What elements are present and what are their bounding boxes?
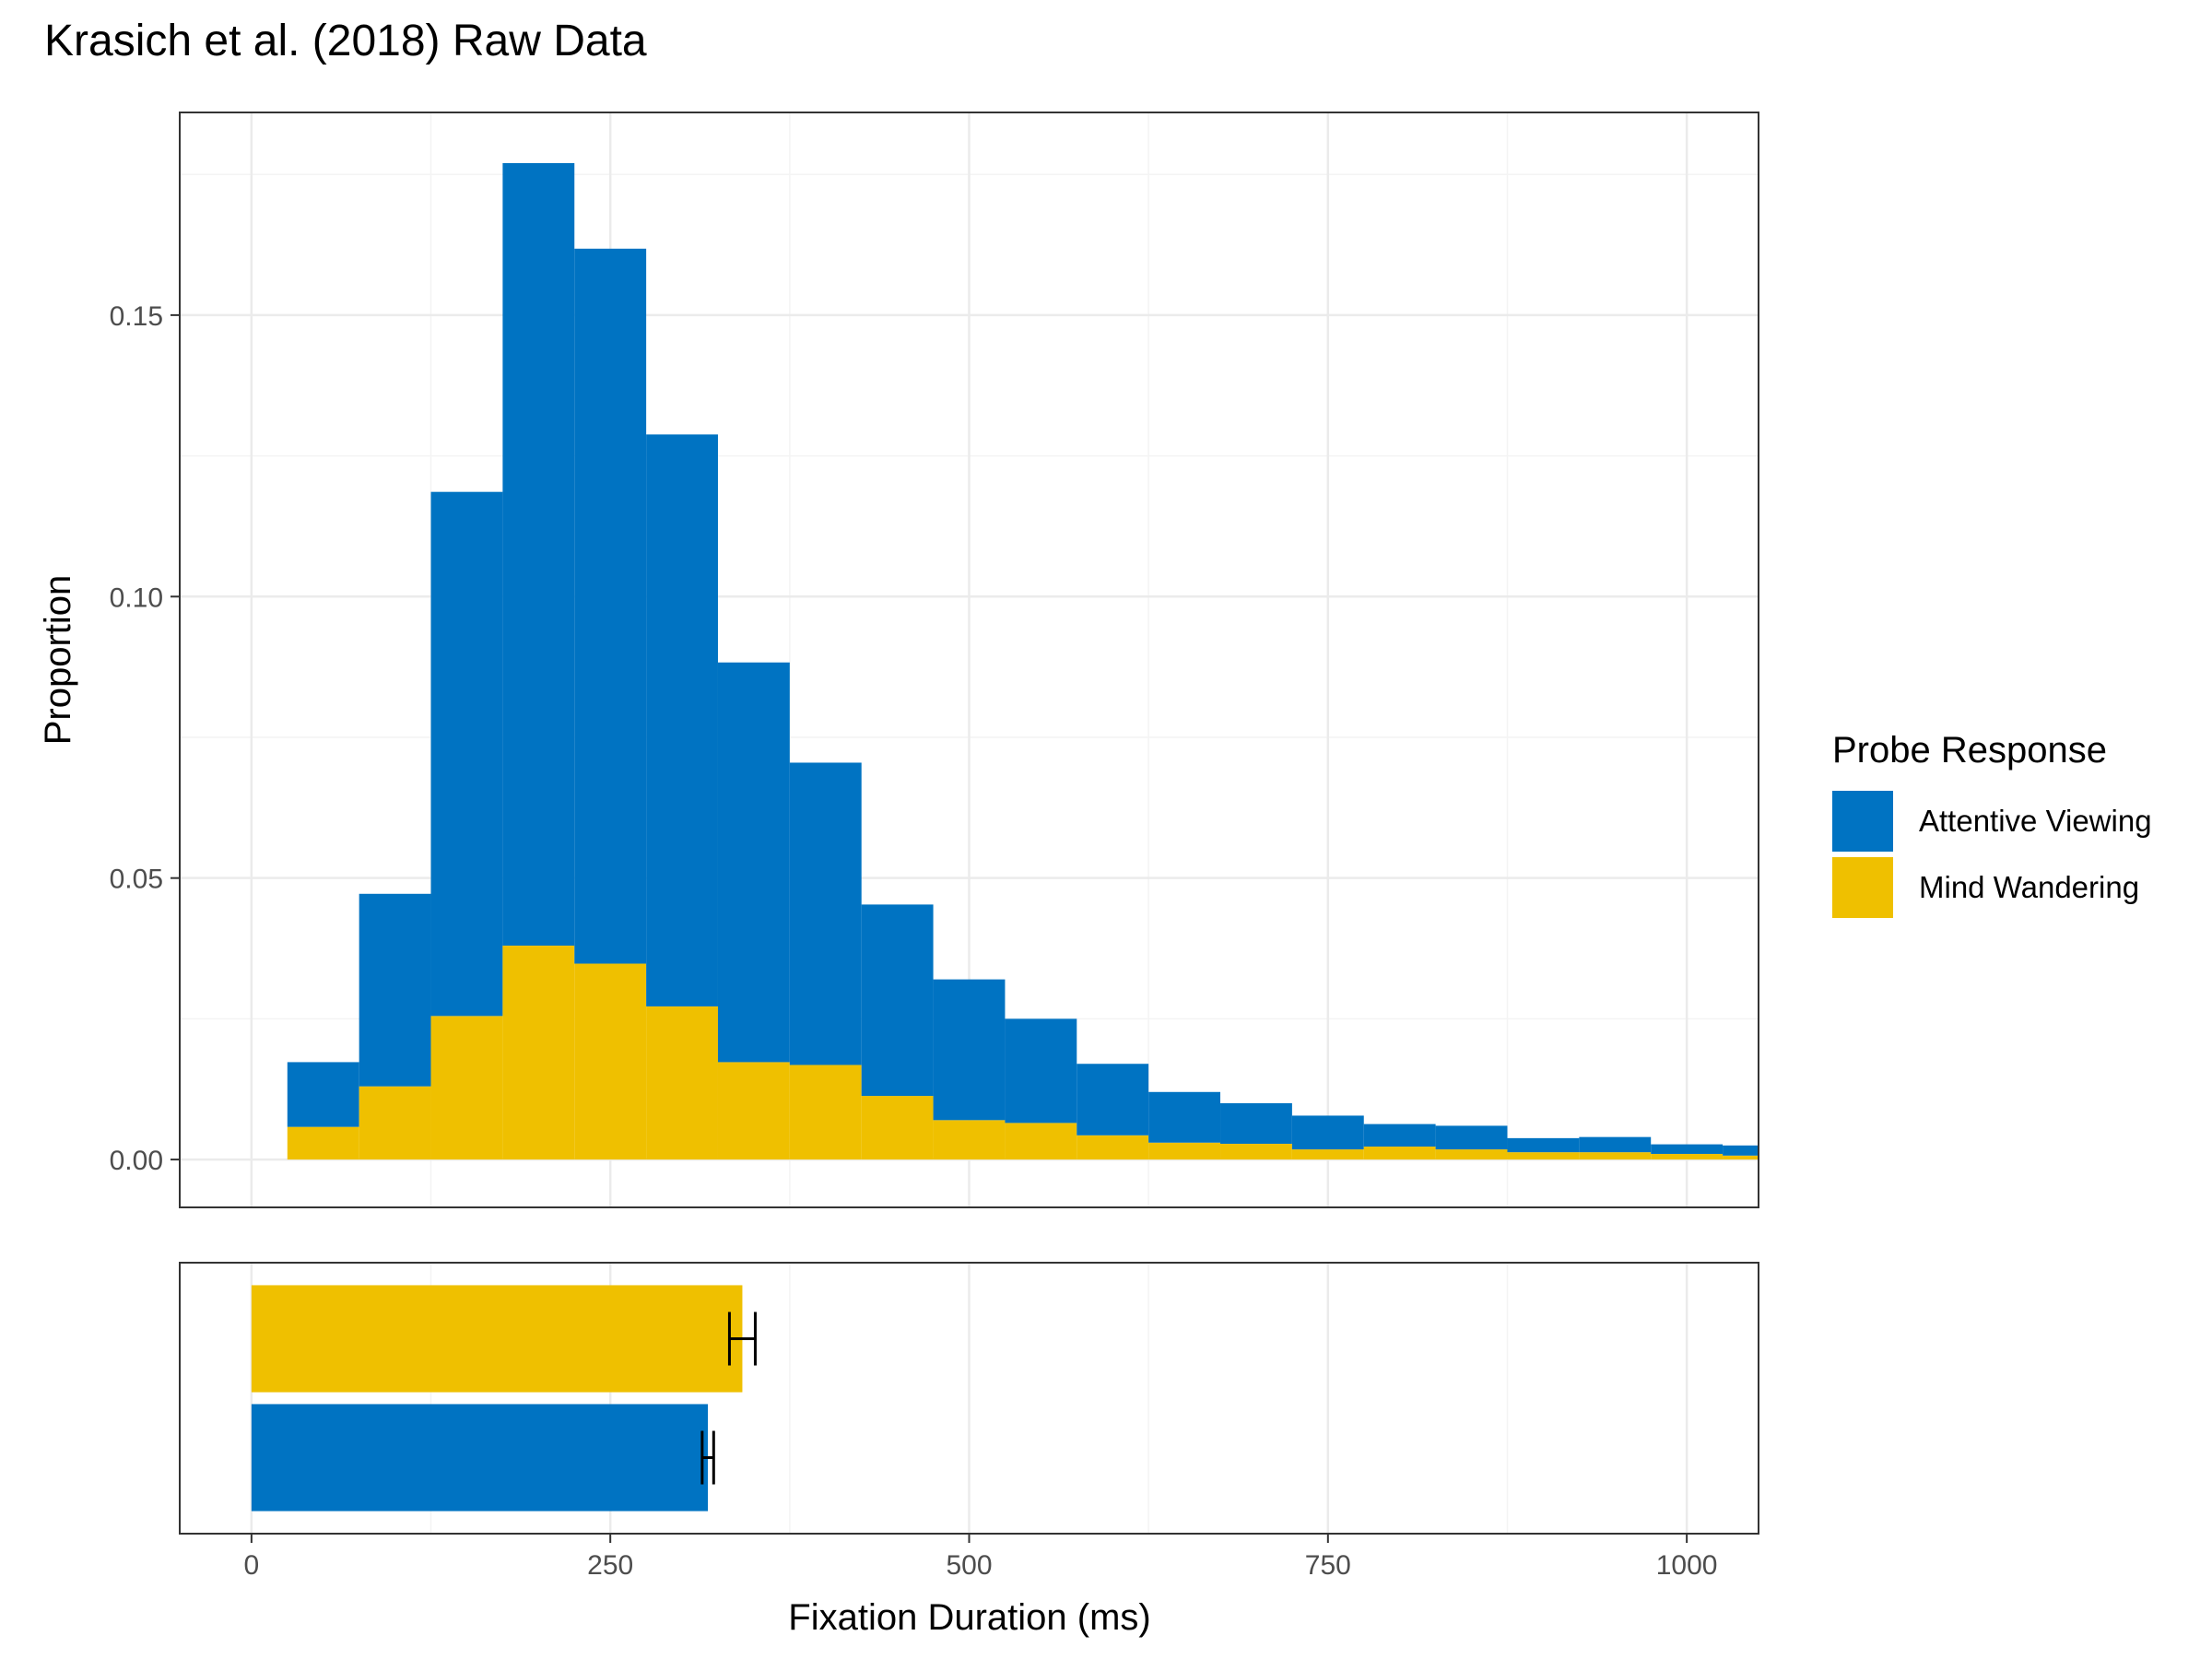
bar-attentive-viewing — [430, 491, 503, 1017]
y-tick-label: 0.10 — [110, 582, 163, 613]
legend-title: Probe Response — [1832, 730, 2107, 771]
legend-swatch-attentive-viewing — [1832, 791, 1893, 852]
bar-attentive-viewing — [1507, 1137, 1580, 1153]
legend-swatch-mind-wandering — [1832, 857, 1893, 918]
bar-attentive-viewing — [789, 762, 862, 1065]
bar-mind-wandering — [502, 945, 575, 1160]
bar-attentive-viewing — [861, 904, 934, 1097]
bar-mind-wandering — [359, 1086, 431, 1160]
bar-mind-wandering — [1507, 1152, 1580, 1160]
bar-mind-wandering — [430, 1016, 503, 1160]
bar-mind-wandering — [1579, 1152, 1652, 1160]
bar-mind-wandering — [789, 1065, 862, 1160]
y-tick-label: 0.05 — [110, 865, 163, 895]
bar-attentive-viewing — [1651, 1144, 1724, 1154]
histogram-panel — [179, 112, 1759, 1208]
x-tick-label: 0 — [244, 1550, 260, 1581]
bar-mind-wandering — [574, 963, 647, 1160]
y-axis: 0.00 0.05 0.10 0.15 — [110, 301, 180, 1176]
bar-attentive-viewing — [1220, 1103, 1292, 1144]
bar-attentive-viewing — [287, 1062, 359, 1127]
bar-mind-wandering — [933, 1120, 1006, 1160]
bar-attentive-viewing — [933, 979, 1006, 1121]
y-axis-title: Proportion — [38, 575, 78, 746]
error-bar — [700, 1430, 715, 1485]
histogram-bars — [287, 162, 1759, 1160]
bar-mind-wandering — [1435, 1149, 1508, 1160]
bar-mind-wandering — [861, 1096, 934, 1160]
bar-mind-wandering — [1220, 1143, 1292, 1160]
x-tick-label: 750 — [1305, 1550, 1351, 1581]
bar-attentive-viewing — [1148, 1091, 1221, 1143]
bar-attentive-viewing — [359, 893, 431, 1087]
x-axis-title: Fixation Duration (ms) — [788, 1597, 1150, 1638]
bar-mind-wandering — [1291, 1149, 1364, 1160]
mean-bar-attentive-viewing — [251, 1404, 709, 1512]
bar-attentive-viewing — [1005, 1018, 1077, 1124]
chart-title: Krasich et al. (2018) Raw Data — [44, 17, 647, 65]
bar-mind-wandering — [646, 1006, 718, 1160]
bar-attentive-viewing — [1723, 1145, 1759, 1156]
bar-attentive-viewing — [646, 434, 718, 1006]
bar-mind-wandering — [1363, 1147, 1436, 1160]
y-tick-label: 0.00 — [110, 1146, 163, 1176]
bar-attentive-viewing — [1435, 1125, 1508, 1150]
y-tick-label: 0.15 — [110, 301, 163, 332]
x-tick-label: 1000 — [1656, 1550, 1718, 1581]
x-axis: 0 250 500 750 1000 — [244, 1534, 1718, 1581]
mean-duration-bars — [251, 1285, 757, 1512]
bar-attentive-viewing — [717, 662, 790, 1063]
mean-bar-mind-wandering — [251, 1285, 743, 1393]
bar-mind-wandering — [1148, 1142, 1221, 1160]
error-bar — [727, 1312, 757, 1366]
bar-attentive-viewing — [1363, 1124, 1436, 1147]
legend-label: Mind Wandering — [1919, 870, 2139, 904]
x-tick-label: 500 — [946, 1550, 992, 1581]
bar-mind-wandering — [717, 1062, 790, 1160]
bar-mind-wandering — [287, 1126, 359, 1160]
bar-mind-wandering — [1005, 1123, 1077, 1160]
bar-mind-wandering — [1723, 1155, 1759, 1160]
bar-attentive-viewing — [1291, 1115, 1364, 1150]
bar-mind-wandering — [1077, 1135, 1149, 1160]
bar-attentive-viewing — [574, 248, 647, 964]
bar-attentive-viewing — [1579, 1136, 1652, 1153]
mean-duration-panel — [179, 1262, 1759, 1535]
x-tick-label: 250 — [587, 1550, 633, 1581]
bar-attentive-viewing — [502, 162, 575, 946]
legend: Probe Response Attentive Viewing Mind Wan… — [1832, 730, 2152, 918]
bar-attentive-viewing — [1077, 1064, 1149, 1135]
legend-label: Attentive Viewing — [1919, 804, 2152, 838]
bar-mind-wandering — [1651, 1153, 1724, 1160]
histogram-panel-border — [179, 112, 1759, 1208]
